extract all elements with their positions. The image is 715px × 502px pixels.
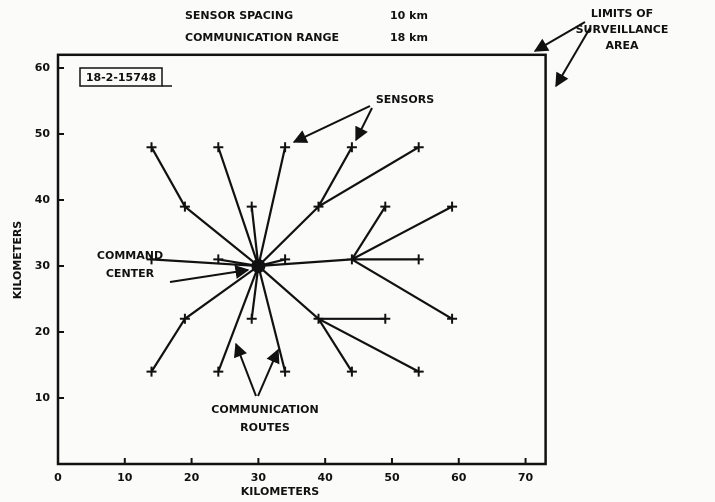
sensor: [179, 201, 190, 212]
sensor: [213, 142, 224, 153]
x-tick-label: 10: [117, 471, 133, 484]
arrow: [533, 21, 586, 52]
x-tick-label: 60: [451, 471, 467, 484]
header-label: SENSOR SPACING: [185, 9, 293, 22]
header-value: 10 km: [390, 9, 428, 22]
sensor: [447, 201, 458, 212]
route: [150, 317, 187, 373]
arrow: [355, 107, 373, 142]
route: [250, 205, 260, 268]
annotation: LIMITS OF: [591, 7, 653, 20]
y-tick-label: 10: [35, 391, 51, 404]
y-tick-label: 50: [35, 127, 51, 140]
route: [257, 146, 287, 268]
x-tick-label: 70: [518, 471, 534, 484]
annotation: ROUTES: [240, 421, 290, 434]
arrow: [233, 342, 257, 397]
x-tick-label: 50: [384, 471, 400, 484]
route: [257, 258, 353, 268]
annotation: SENSORS: [376, 93, 434, 106]
annotation: CENTER: [106, 267, 155, 280]
x-tick-label: 40: [318, 471, 334, 484]
route: [150, 258, 260, 268]
plot-frame: [56, 53, 547, 466]
sensor: [246, 313, 257, 324]
x-tick-label: 20: [184, 471, 200, 484]
sensor: [413, 366, 424, 377]
route: [257, 264, 287, 373]
sensor: [146, 254, 157, 265]
command-center: [251, 259, 266, 273]
sensor: [213, 254, 224, 265]
route: [183, 205, 260, 268]
sensor: [380, 313, 391, 324]
route: [257, 205, 320, 268]
sensor: [313, 313, 324, 324]
sensor: [280, 254, 291, 265]
route: [250, 264, 260, 320]
id-box: [79, 67, 163, 87]
x-axis-label: KILOMETERS: [241, 485, 320, 498]
sensor: [380, 201, 391, 212]
y-tick-label: 60: [35, 61, 51, 74]
route: [317, 317, 420, 373]
sensor: [179, 313, 190, 324]
route: [317, 146, 353, 208]
sensor: [280, 366, 291, 377]
sensor: [146, 366, 157, 377]
sensor: [280, 142, 291, 153]
annotation: AREA: [605, 39, 638, 52]
route: [150, 146, 187, 208]
sensor: [346, 142, 357, 153]
x-tick-label: 30: [251, 471, 267, 484]
sensor: [413, 142, 424, 153]
sensor: [447, 313, 458, 324]
arrow: [292, 105, 371, 143]
route: [317, 317, 353, 373]
sensor: [246, 201, 257, 212]
header-label: COMMUNICATION RANGE: [185, 31, 339, 44]
route: [350, 258, 454, 320]
header-value: 18 km: [390, 31, 428, 44]
y-tick-label: 20: [35, 325, 51, 338]
figure-id: 18-2-15748: [86, 71, 156, 84]
sensor: [346, 366, 357, 377]
route: [350, 205, 454, 261]
route: [183, 264, 260, 320]
arrow: [257, 348, 280, 397]
annotation: SURVEILLANCE: [576, 23, 669, 36]
arrow: [169, 264, 250, 283]
annotation: COMMUNICATION: [211, 403, 318, 416]
sensor: [213, 366, 224, 377]
sensor: [413, 254, 424, 265]
arrow: [555, 27, 591, 88]
y-tick-label: 40: [35, 193, 51, 206]
sensor: [313, 201, 324, 212]
route: [350, 205, 387, 261]
y-axis-label: KILOMETERS: [11, 221, 24, 300]
route: [217, 264, 260, 373]
y-tick-label: 30: [35, 259, 51, 272]
sensor: [346, 254, 357, 265]
route: [217, 146, 260, 268]
sensor: [146, 142, 157, 153]
route: [317, 146, 420, 208]
route: [257, 264, 320, 320]
x-tick-label: 0: [54, 471, 62, 484]
